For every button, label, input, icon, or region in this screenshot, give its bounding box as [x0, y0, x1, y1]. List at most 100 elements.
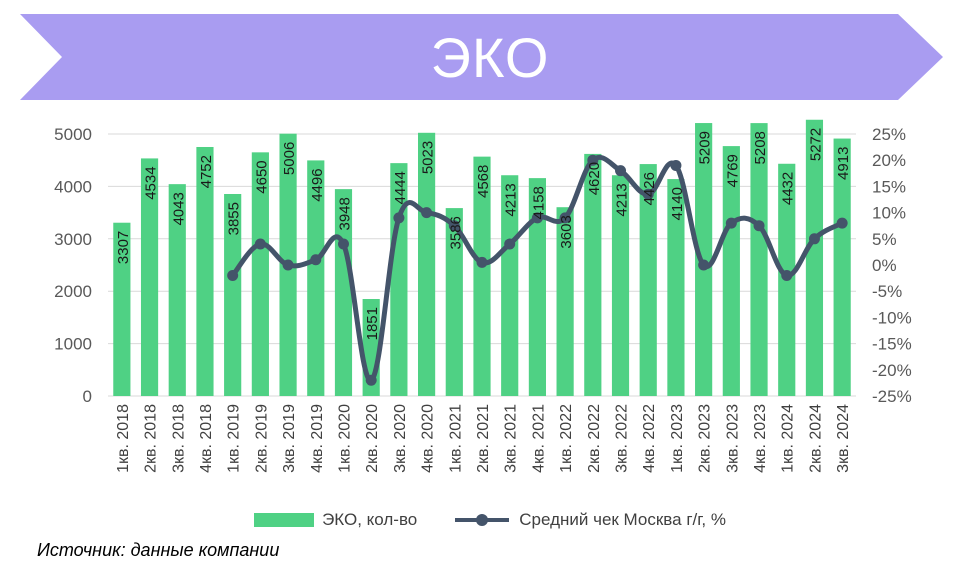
bar-value-label: 4769	[724, 154, 741, 187]
x-axis-tick-label: 3кв. 2020	[392, 404, 409, 473]
bar-value-label: 4444	[392, 171, 409, 204]
line-point	[836, 217, 848, 229]
x-axis-tick-label: 4кв. 2022	[641, 404, 658, 473]
line-point	[808, 233, 820, 245]
x-axis-tick-label: 1кв. 2021	[447, 404, 464, 473]
x-axis-tick-label: 3кв. 2019	[281, 404, 298, 473]
legend-line-swatch	[455, 514, 510, 526]
left-axis-tick-label: 1000	[54, 335, 92, 354]
bar-value-label: 4432	[780, 172, 797, 205]
banner-arrow-shape	[20, 14, 943, 100]
x-axis-tick-label: 2кв. 2018	[143, 404, 160, 473]
legend-bar-swatch	[254, 513, 315, 527]
left-axis-tick-label: 0	[83, 387, 92, 406]
bar	[722, 146, 740, 396]
x-axis-tick-label: 2кв. 2024	[807, 404, 824, 473]
right-axis-tick-label: -5%	[872, 282, 902, 301]
left-axis-ticks: 0 1000 2000 3000 4000 5000	[54, 125, 92, 406]
line-point	[448, 220, 460, 232]
line-point	[393, 212, 405, 224]
x-axis-tick-label: 1кв. 2018	[115, 404, 132, 473]
left-axis-tick-label: 5000	[54, 125, 92, 144]
bar-value-label: 5208	[752, 131, 769, 164]
x-axis-tick-label: 3кв. 2021	[503, 404, 520, 473]
x-axis-tick-label: 4кв. 2020	[420, 404, 437, 473]
chart-title: ЭКО	[430, 25, 550, 89]
x-axis-tick-label: 3кв. 2023	[724, 404, 741, 473]
bar-value-label: 4043	[170, 192, 187, 225]
x-axis-tick-label: 4кв. 2019	[309, 404, 326, 473]
line-point	[365, 374, 377, 386]
bar	[473, 156, 491, 396]
line-point	[227, 269, 239, 281]
bar-value-label: 5209	[697, 131, 714, 164]
line-point	[254, 238, 266, 250]
bar-value-label: 4620	[586, 162, 603, 195]
bar	[140, 158, 159, 396]
bar	[639, 164, 657, 396]
bar	[750, 123, 768, 396]
right-axis-tick-label: -20%	[872, 361, 912, 380]
x-axis-tick-label: 2кв. 2019	[253, 404, 270, 473]
bar	[611, 175, 630, 396]
legend-item-bars: ЭКО, кол-во	[254, 510, 417, 530]
x-axis-tick-label: 2кв. 2020	[364, 404, 381, 473]
data-labels: 3307 4534 4043 4752 3855 4650 5006 4496 3948 1851…	[115, 128, 852, 341]
bar	[805, 119, 824, 397]
bar	[224, 193, 242, 396]
bar	[251, 152, 269, 396]
right-axis-tick-label: -25%	[872, 387, 912, 406]
bar-value-label: 3586	[447, 216, 464, 249]
bar	[307, 160, 325, 396]
bar-value-label: 4913	[835, 147, 852, 180]
legend: ЭКО, кол-во Средний чек Москва г/г, %	[0, 507, 980, 533]
bar-value-label: 4213	[503, 183, 520, 216]
bar-value-label: 4213	[614, 183, 631, 216]
x-axis-tick-label: 4кв. 2021	[530, 404, 547, 473]
left-axis-tick-label: 2000	[54, 282, 92, 301]
bar	[168, 184, 186, 396]
legend-bar-label: ЭКО, кол-во	[322, 510, 418, 529]
bar-value-label: 4158	[530, 186, 547, 219]
bar-value-label: 5272	[807, 128, 824, 161]
line-point	[504, 238, 516, 250]
line-point	[670, 159, 682, 171]
right-axis-tick-label: 15%	[872, 177, 906, 196]
legend-line-label: Средний чек Москва г/г, %	[519, 510, 726, 529]
legend-item-line: Средний чек Москва г/г, %	[453, 510, 726, 530]
x-axis-tick-label: 4кв. 2018	[198, 404, 215, 473]
bar	[584, 153, 602, 396]
x-axis-tick-label: 3кв. 2018	[170, 404, 187, 473]
line-point	[615, 165, 627, 177]
x-axis-tick-label: 4кв. 2023	[752, 404, 769, 473]
line-point	[725, 217, 737, 229]
bar	[667, 179, 685, 396]
x-axis-tick-label: 1кв. 2023	[669, 404, 686, 473]
bar-value-label: 4752	[198, 155, 215, 188]
bar-value-label: 5023	[420, 141, 437, 174]
bar	[528, 178, 546, 396]
bar-value-label: 4140	[669, 187, 686, 220]
x-axis-tick-label: 3кв. 2024	[835, 404, 852, 473]
bar	[833, 138, 851, 396]
right-axis-ticks: -25% -20% -15% -10% -5% 0% 5% 10% 15% 20% 25%	[872, 125, 912, 406]
line-point	[698, 259, 710, 271]
line-point	[476, 256, 488, 268]
line-point	[282, 259, 294, 271]
line-point	[753, 220, 765, 232]
combo-chart: 0 1000 2000 3000 4000 5000 -25% -20% -15% -10% -5…	[54, 119, 912, 473]
left-axis-tick-label: 4000	[54, 177, 92, 196]
x-axis-tick-label: 1кв. 2019	[226, 404, 243, 473]
line-point	[531, 212, 543, 224]
bar-value-label: 3603	[558, 215, 575, 248]
bar	[113, 222, 131, 396]
bar-value-label: 4426	[641, 172, 658, 205]
x-axis-tick-label: 1кв. 2022	[558, 404, 575, 473]
bar-value-label: 3307	[115, 231, 132, 264]
right-axis-tick-label: 10%	[872, 204, 906, 223]
x-axis-tick-label: 2кв. 2022	[586, 404, 603, 473]
right-axis-tick-label: -10%	[872, 308, 912, 327]
line-point	[559, 212, 571, 224]
x-axis-tick-label: 1кв. 2020	[336, 404, 353, 473]
line-series	[227, 154, 848, 386]
